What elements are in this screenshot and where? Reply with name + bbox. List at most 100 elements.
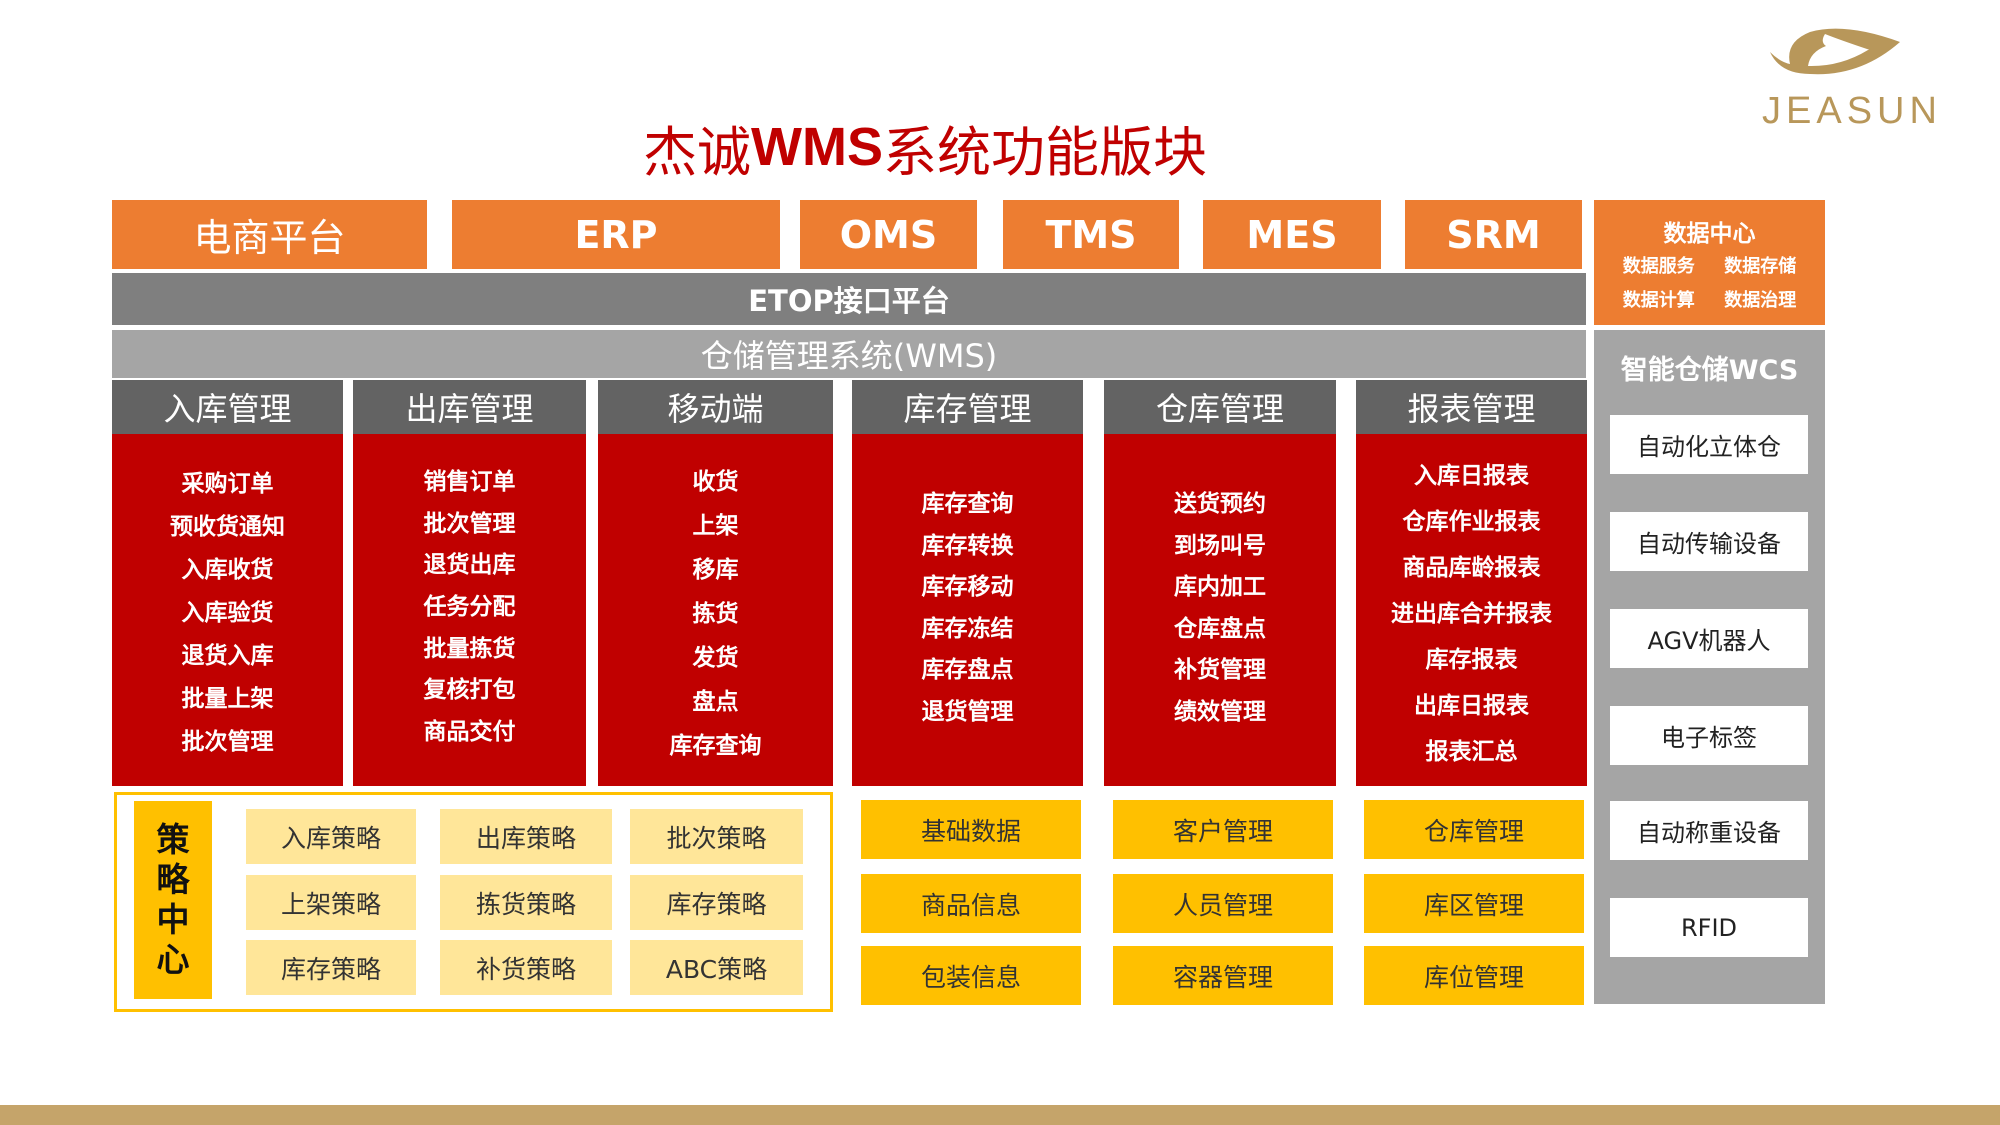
module-body: 入库日报表仓库作业报表 商品库龄报表 进出库合并报表 库存报表出库日报表报表汇总 — [1356, 434, 1587, 786]
module-body: 送货预约到场叫号库内加工仓库盘点补货管理绩效管理 — [1104, 434, 1336, 786]
module-item: 库存查询 — [921, 491, 1014, 517]
module-item: 库存报表 — [1425, 647, 1518, 673]
module-item: 库存查询 — [669, 733, 762, 759]
module-header: 出库管理 — [353, 378, 586, 434]
wcs-item: 自动传输设备 — [1610, 512, 1808, 571]
module-body: 销售订单批次管理退货出库任务分配批量拣货复核打包商品交付 — [353, 434, 586, 786]
module-item: 盘点 — [692, 689, 739, 715]
page-title: 杰诚 WMS 系统功能版块 — [0, 112, 1850, 184]
strategy-title-char: 略 — [156, 860, 190, 899]
module-item: 拣货 — [692, 601, 739, 627]
basic-data-item: 人员管理 — [1113, 874, 1333, 933]
strategy-item: 库存策略 — [630, 875, 803, 930]
data-center-item: 数据服务 — [1622, 256, 1695, 277]
module-item: 仓库作业报表 — [1402, 509, 1541, 535]
data-center-item: 数据存储 — [1724, 256, 1797, 277]
module-header: 仓库管理 — [1104, 378, 1336, 434]
module-item: 入库日报表 — [1414, 463, 1529, 489]
wms-bar: 仓储管理系统(WMS) — [112, 330, 1586, 378]
module-item: 预收货通知 — [170, 514, 285, 540]
basic-data-item: 仓库管理 — [1364, 800, 1584, 859]
module-item: 上架 — [692, 513, 739, 539]
module-item: 补货管理 — [1174, 657, 1266, 684]
module-item: 退货管理 — [921, 698, 1014, 725]
module-item: 商品交付 — [423, 718, 516, 745]
system-tms: TMS — [1003, 200, 1179, 269]
strategy-title-char: 心 — [156, 940, 190, 979]
module-item: 批量拣货 — [423, 635, 516, 662]
module-item: 库存移动 — [921, 574, 1014, 601]
system-ecommerce: 电商平台 — [112, 200, 427, 269]
basic-data-item: 包装信息 — [861, 946, 1081, 1005]
basic-data-item: 容器管理 — [1113, 946, 1333, 1005]
wcs-item: 自动化立体仓 — [1610, 415, 1808, 474]
logo-swoosh-icon — [1770, 28, 1900, 75]
module-item: 库内加工 — [1174, 574, 1266, 601]
module-item: 到场叫号 — [1174, 532, 1266, 559]
basic-data-item: 基础数据 — [861, 800, 1081, 859]
basic-data-item: 库位管理 — [1364, 946, 1584, 1005]
module-item: 仓库盘点 — [1174, 615, 1266, 642]
strategy-item: 拣货策略 — [440, 875, 612, 930]
module-item: 任务分配 — [423, 593, 516, 620]
wcs-item: 电子标签 — [1610, 706, 1808, 765]
logo-text: JEASUN — [1762, 90, 1942, 132]
footer-bar — [0, 1105, 2000, 1125]
module-item: 报表汇总 — [1425, 739, 1518, 765]
module-item: 库存盘点 — [921, 657, 1014, 684]
module-item: 退货出库 — [423, 552, 516, 579]
module-item: 库存转换 — [921, 532, 1014, 559]
data-center-item: 数据计算 — [1622, 290, 1695, 311]
module-item: 销售订单 — [423, 469, 516, 495]
module-header: 入库管理 — [112, 378, 343, 434]
module-header: 库存管理 — [852, 378, 1083, 434]
strategy-item: 入库策略 — [246, 809, 416, 864]
module-header: 移动端 — [598, 378, 833, 434]
module-body: 采购订单 预收货通知 入库收货 入库验货 退货入库 批量上架 批次管理 — [112, 434, 343, 786]
data-center-item: 数据治理 — [1724, 290, 1797, 311]
wcs-item: RFID — [1610, 898, 1808, 957]
module-item: 出库日报表 — [1414, 693, 1529, 719]
module-item: 绩效管理 — [1174, 698, 1266, 725]
module-item: 收货 — [692, 469, 739, 495]
title-bold: WMS — [751, 117, 883, 177]
module-item: 退货入库 — [181, 643, 274, 669]
jeasun-logo: JEASUN — [1750, 22, 1942, 134]
strategy-title-char: 中 — [156, 900, 190, 939]
wcs-item: 自动称重设备 — [1610, 801, 1808, 860]
strategy-item: ABC策略 — [630, 940, 803, 995]
strategy-item: 出库策略 — [440, 809, 612, 864]
data-center-title: 数据中心 — [1663, 221, 1756, 247]
module-item: 商品库龄报表 — [1402, 555, 1541, 581]
module-item: 送货预约 — [1174, 491, 1266, 517]
module-item: 进出库合并报表 — [1391, 601, 1552, 627]
module-item: 采购订单 — [181, 471, 274, 497]
strategy-item: 批次策略 — [630, 809, 803, 864]
module-item: 移库 — [692, 557, 739, 583]
strategy-item: 补货策略 — [440, 940, 612, 995]
module-body: 库存查询库存转换库存移动库存冻结库存盘点退货管理 — [852, 434, 1083, 786]
etop-interface-bar: ETOP接口平台 — [112, 273, 1586, 325]
strategy-title-char: 策 — [156, 820, 190, 859]
module-header: 报表管理 — [1356, 378, 1587, 434]
system-mes: MES — [1203, 200, 1381, 269]
wcs-title: 智能仓储WCS — [1620, 355, 1799, 386]
title-prefix: 杰诚 — [643, 120, 752, 184]
module-item: 复核打包 — [423, 677, 516, 704]
module-item: 批次管理 — [423, 510, 516, 537]
strategy-item: 库存策略 — [246, 940, 416, 995]
title-suffix: 系统功能版块 — [882, 120, 1207, 184]
module-item: 批量上架 — [181, 686, 274, 712]
module-item: 入库验货 — [181, 600, 274, 626]
basic-data-item: 商品信息 — [861, 874, 1081, 933]
module-item: 入库收货 — [181, 557, 274, 583]
system-srm: SRM — [1405, 200, 1582, 269]
strategy-frame — [114, 792, 833, 1012]
system-erp: ERP — [452, 200, 780, 269]
strategy-item: 上架策略 — [246, 875, 416, 930]
module-item: 发货 — [692, 645, 739, 671]
wcs-item: AGV机器人 — [1610, 609, 1808, 668]
module-body: 收货上架移库拣货发货盘点库存查询 — [598, 434, 833, 786]
module-item: 库存冻结 — [921, 615, 1014, 642]
strategy-center-title: 策略中心 — [134, 801, 212, 999]
